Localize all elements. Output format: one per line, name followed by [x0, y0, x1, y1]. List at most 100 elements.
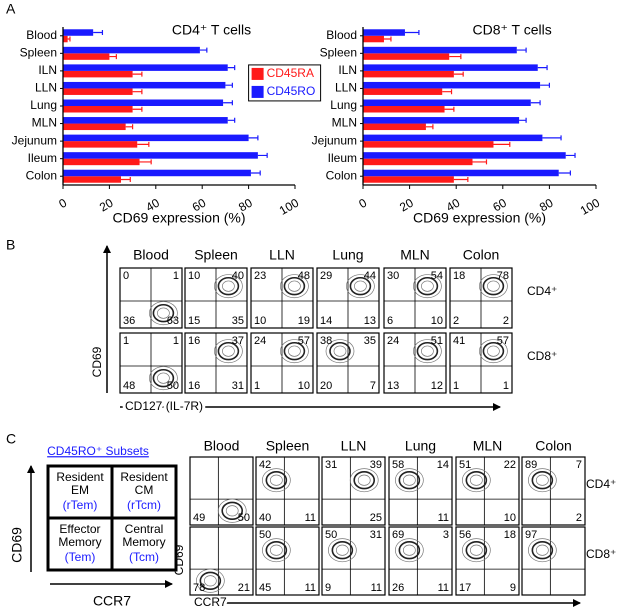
contour	[214, 339, 243, 364]
quadrant-value: 13	[387, 380, 399, 392]
contour	[403, 474, 416, 486]
quadrant-value: 51	[431, 335, 443, 347]
subset-name: Effector	[59, 522, 100, 536]
quadrant-value: 24	[387, 335, 399, 347]
bar	[63, 158, 140, 166]
contour	[288, 345, 301, 357]
quadrant-value: 30	[387, 270, 399, 282]
bar	[363, 158, 473, 166]
error-bar	[453, 176, 469, 182]
contour	[353, 470, 376, 490]
quadrant-value: 48	[123, 380, 135, 392]
row-label: CD4⁺	[586, 477, 616, 491]
error-bar	[558, 170, 571, 176]
x-tick-label: 0	[56, 196, 69, 212]
subset-name: Memory	[58, 535, 101, 549]
category-label: Jejunum	[12, 133, 57, 147]
contour	[357, 474, 371, 486]
flow-plot	[455, 456, 520, 526]
quadrant-value: 14	[320, 315, 332, 327]
bar	[63, 81, 226, 89]
x-tick-label: 60	[490, 196, 509, 215]
category-label: Spleen	[320, 46, 357, 60]
bar	[63, 64, 228, 71]
quadrant-value: 11	[305, 512, 316, 524]
contour	[349, 468, 379, 493]
bar	[363, 88, 443, 95]
contour	[349, 276, 372, 296]
category-label: Colon	[326, 168, 357, 182]
subset-abbr: (Tcm)	[129, 550, 159, 564]
quadrant-value: 56	[459, 529, 471, 541]
contour	[421, 280, 434, 292]
error-bar	[444, 106, 455, 112]
quadrant-value: 1	[123, 335, 129, 347]
error-bar	[257, 152, 268, 158]
error-bar	[442, 89, 453, 95]
panel-label: C	[6, 431, 16, 447]
bar	[363, 46, 517, 54]
quadrant-value: 10	[254, 315, 266, 327]
contour	[395, 538, 424, 563]
category-label: Ileum	[28, 151, 57, 165]
error-bar	[227, 65, 236, 71]
contour	[265, 470, 288, 490]
category-label: ILN	[38, 63, 57, 77]
quadrant-value: 1	[254, 380, 260, 392]
error-bar	[93, 30, 104, 36]
contour	[262, 468, 291, 493]
quadrant-value: 10	[504, 512, 516, 524]
axis-label: CD69	[9, 527, 25, 563]
flow-plot	[455, 526, 520, 596]
category-label: Spleen	[20, 46, 57, 60]
contour	[531, 470, 554, 490]
category-label: Colon	[26, 168, 57, 182]
x-tick-label: 80	[236, 196, 255, 215]
category-label: Blood	[326, 28, 357, 42]
quadrant-value: 69	[392, 529, 404, 541]
bar	[363, 81, 541, 89]
x-tick-label: 20	[397, 196, 416, 215]
quadrant-value: 20	[320, 380, 332, 392]
contour	[346, 274, 375, 299]
column-label: Lung	[405, 438, 436, 454]
contour	[398, 540, 421, 560]
quadrant-value: 39	[370, 459, 382, 471]
error-bar	[537, 65, 548, 71]
quadrant-value: 1	[453, 380, 459, 392]
contour	[487, 345, 500, 357]
chart-title: CD8⁺ T cells	[473, 22, 552, 38]
bar	[363, 176, 454, 183]
x-tick-label: 40	[143, 196, 162, 215]
contour	[531, 540, 554, 560]
flow-plot	[388, 526, 453, 596]
x-axis-label: CD69 expression (%)	[112, 210, 245, 226]
row-label: CD8⁺	[527, 349, 557, 363]
quadrant-value: 57	[298, 335, 310, 347]
quadrant-value: 31	[370, 529, 382, 541]
bar	[63, 88, 133, 95]
error-bar	[132, 106, 143, 112]
error-bar	[404, 30, 420, 36]
contour	[204, 575, 217, 587]
quadrant-value: 2	[453, 315, 459, 327]
category-label: Lung	[330, 98, 357, 112]
axis-label: CD69	[172, 544, 186, 575]
subset-name: Resident	[120, 470, 168, 484]
contour	[462, 468, 491, 493]
contour	[527, 538, 557, 563]
contour	[398, 470, 421, 490]
row-label: CD4⁺	[527, 284, 557, 298]
quadrant-value: 38	[320, 335, 332, 347]
contour	[283, 341, 306, 361]
quadrant-value: 41	[453, 335, 465, 347]
category-label: ILN	[338, 63, 357, 77]
category-label: LLN	[35, 81, 57, 95]
quadrant-value: 7	[576, 459, 582, 471]
contour	[270, 474, 283, 486]
error-bar	[225, 82, 233, 88]
error-bar	[472, 159, 488, 165]
bar	[363, 123, 426, 131]
category-label: Blood	[26, 28, 57, 42]
quadrant-value: 9	[510, 582, 516, 594]
